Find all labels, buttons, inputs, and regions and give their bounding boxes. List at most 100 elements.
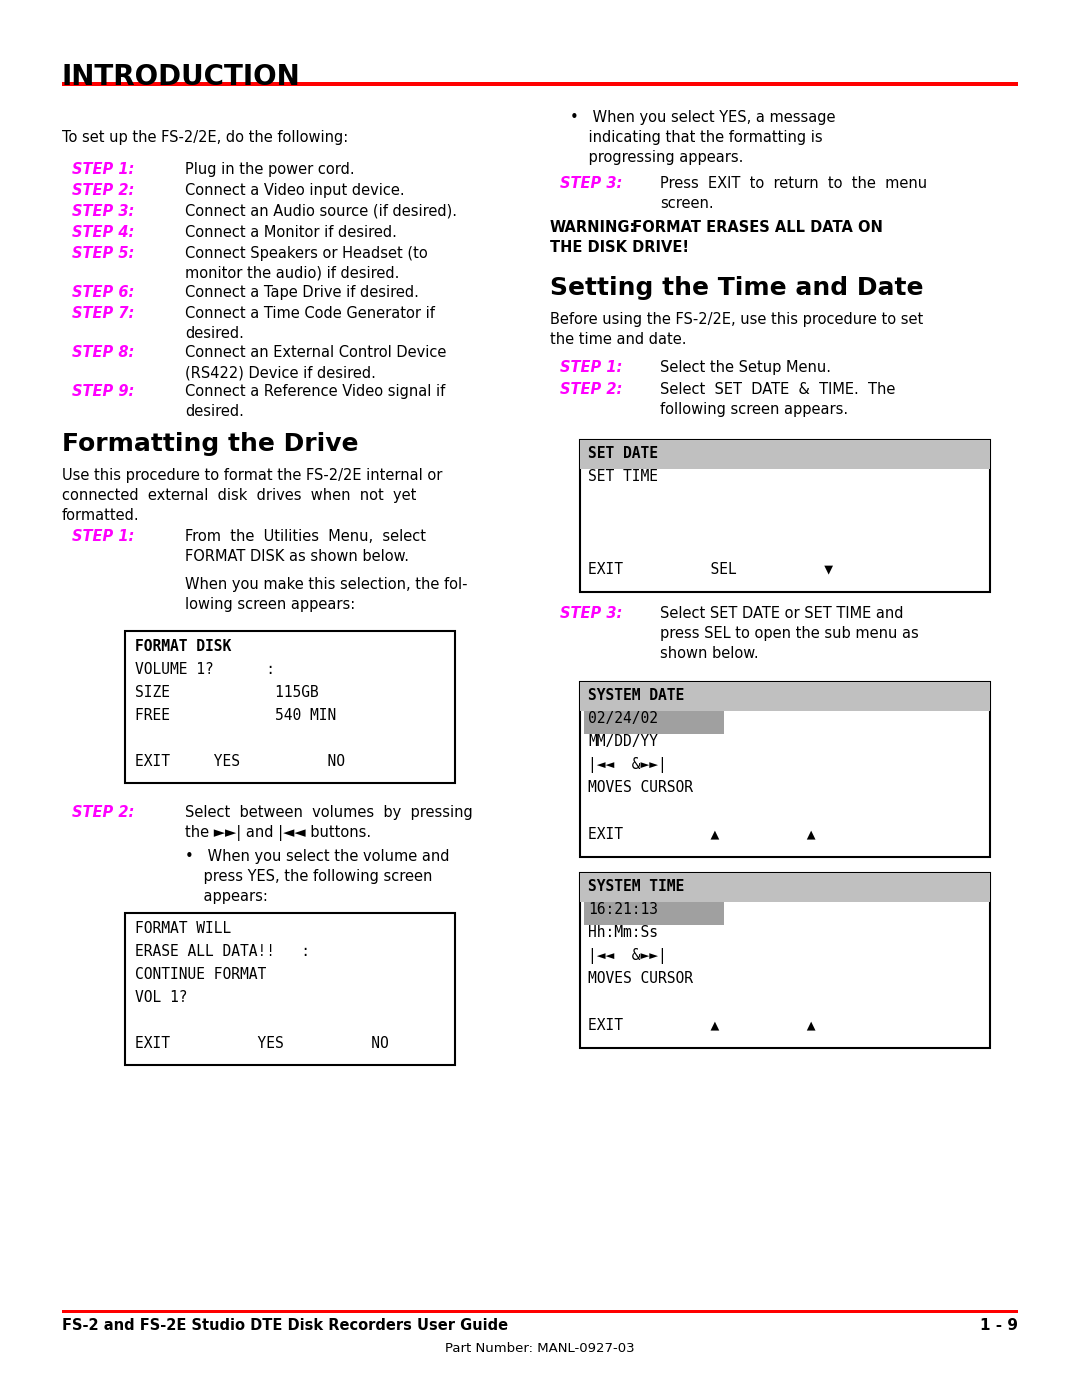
- Text: STEP 1:: STEP 1:: [72, 162, 134, 177]
- Bar: [580, 440, 990, 469]
- Text: STEP 8:: STEP 8:: [72, 345, 134, 360]
- Text: connected  external  disk  drives  when  not  yet: connected external disk drives when not …: [62, 488, 417, 503]
- Text: Select the Setup Menu.: Select the Setup Menu.: [660, 360, 831, 374]
- Bar: [580, 682, 990, 856]
- Text: Part Number: MANL-0927-03: Part Number: MANL-0927-03: [445, 1343, 635, 1355]
- Text: VOLUME 1?      :: VOLUME 1? :: [135, 662, 275, 678]
- Text: Select  between  volumes  by  pressing: Select between volumes by pressing: [185, 805, 473, 820]
- Text: STEP 2:: STEP 2:: [72, 183, 134, 198]
- Text: INTRODUCTION: INTRODUCTION: [62, 63, 300, 91]
- Text: STEP 7:: STEP 7:: [72, 306, 134, 321]
- Text: FREE            540 MIN: FREE 540 MIN: [135, 708, 336, 724]
- Text: indicating that the formatting is: indicating that the formatting is: [570, 130, 823, 145]
- Text: Select  SET  DATE  &  TIME.  The: Select SET DATE & TIME. The: [660, 381, 895, 397]
- Text: •   When you select the volume and: • When you select the volume and: [185, 849, 449, 863]
- Text: Connect a Video input device.: Connect a Video input device.: [185, 183, 405, 198]
- Text: Connect an Audio source (if desired).: Connect an Audio source (if desired).: [185, 204, 457, 219]
- Text: shown below.: shown below.: [660, 645, 758, 661]
- Bar: [62, 1310, 1018, 1313]
- Text: WARNING:: WARNING:: [550, 219, 636, 235]
- Text: STEP 1:: STEP 1:: [72, 529, 134, 543]
- Text: Before using the FS-2/2E, use this procedure to set: Before using the FS-2/2E, use this proce…: [550, 312, 923, 327]
- Text: |◄◄  &►►|: |◄◄ &►►|: [588, 757, 666, 773]
- Text: press SEL to open the sub menu as: press SEL to open the sub menu as: [660, 626, 919, 641]
- Text: MOVES CURSOR: MOVES CURSOR: [588, 971, 693, 986]
- Bar: [580, 873, 990, 902]
- Text: Plug in the power cord.: Plug in the power cord.: [185, 162, 354, 177]
- Text: |◄◄  &►►|: |◄◄ &►►|: [588, 949, 666, 964]
- Text: progressing appears.: progressing appears.: [570, 149, 743, 165]
- Text: STEP 2:: STEP 2:: [72, 805, 134, 820]
- Text: THE DISK DRIVE!: THE DISK DRIVE!: [550, 240, 689, 256]
- Text: the time and date.: the time and date.: [550, 332, 687, 346]
- Bar: [584, 902, 724, 925]
- Text: EXIT          YES          NO: EXIT YES NO: [135, 1037, 389, 1051]
- Text: FORMAT WILL: FORMAT WILL: [135, 921, 231, 936]
- Text: FS-2 and FS-2E Studio DTE Disk Recorders User Guide: FS-2 and FS-2E Studio DTE Disk Recorders…: [62, 1317, 508, 1333]
- Bar: [125, 631, 455, 782]
- Text: formatted.: formatted.: [62, 509, 139, 522]
- Bar: [580, 873, 990, 1048]
- Bar: [580, 682, 990, 711]
- Text: Press  EXIT  to  return  to  the  menu: Press EXIT to return to the menu: [660, 176, 927, 191]
- Text: •   When you select YES, a message: • When you select YES, a message: [570, 110, 836, 124]
- Bar: [580, 440, 990, 592]
- Text: 02/24/02: 02/24/02: [588, 711, 658, 726]
- Text: Setting the Time and Date: Setting the Time and Date: [550, 277, 923, 300]
- Text: desired.: desired.: [185, 404, 244, 419]
- Text: EXIT          ▲          ▲: EXIT ▲ ▲: [588, 826, 815, 841]
- Text: Connect a Monitor if desired.: Connect a Monitor if desired.: [185, 225, 396, 240]
- Text: MOVES CURSOR: MOVES CURSOR: [588, 780, 693, 795]
- Text: (RS422) Device if desired.: (RS422) Device if desired.: [185, 365, 376, 380]
- Text: EXIT     YES          NO: EXIT YES NO: [135, 754, 345, 768]
- Text: SYSTEM DATE: SYSTEM DATE: [588, 687, 685, 703]
- Text: FORMAT ERASES ALL DATA ON: FORMAT ERASES ALL DATA ON: [622, 219, 882, 235]
- Text: SYSTEM TIME: SYSTEM TIME: [588, 879, 685, 894]
- Text: FORMAT DISK as shown below.: FORMAT DISK as shown below.: [185, 549, 409, 564]
- Text: the ►►| and |◄◄ buttons.: the ►►| and |◄◄ buttons.: [185, 826, 372, 841]
- Text: following screen appears.: following screen appears.: [660, 402, 848, 416]
- Text: STEP 3:: STEP 3:: [72, 204, 134, 219]
- Text: STEP 1:: STEP 1:: [561, 360, 622, 374]
- Text: Connect Speakers or Headset (to: Connect Speakers or Headset (to: [185, 246, 428, 261]
- Text: 1 - 9: 1 - 9: [980, 1317, 1018, 1333]
- Text: When you make this selection, the fol-: When you make this selection, the fol-: [185, 577, 468, 592]
- Text: MM/DD/YY: MM/DD/YY: [588, 733, 658, 749]
- Text: press YES, the following screen: press YES, the following screen: [185, 869, 432, 884]
- Text: STEP 4:: STEP 4:: [72, 225, 134, 240]
- Text: Use this procedure to format the FS-2/2E internal or: Use this procedure to format the FS-2/2E…: [62, 468, 443, 483]
- Text: SET TIME: SET TIME: [588, 469, 658, 483]
- Text: FORMAT DISK: FORMAT DISK: [135, 638, 231, 654]
- Text: 16:21:13: 16:21:13: [588, 902, 658, 916]
- Text: STEP 2:: STEP 2:: [561, 381, 622, 397]
- Text: monitor the audio) if desired.: monitor the audio) if desired.: [185, 265, 400, 281]
- Text: lowing screen appears:: lowing screen appears:: [185, 597, 355, 612]
- Text: screen.: screen.: [660, 196, 714, 211]
- Text: Connect a Reference Video signal if: Connect a Reference Video signal if: [185, 384, 445, 400]
- Text: Connect a Time Code Generator if: Connect a Time Code Generator if: [185, 306, 435, 321]
- Text: SET DATE: SET DATE: [588, 446, 658, 461]
- Text: CONTINUE FORMAT: CONTINUE FORMAT: [135, 967, 267, 982]
- Text: desired.: desired.: [185, 326, 244, 341]
- Text: VOL 1?: VOL 1?: [135, 990, 188, 1004]
- Text: To set up the FS-2/2E, do the following:: To set up the FS-2/2E, do the following:: [62, 130, 348, 145]
- Text: STEP 9:: STEP 9:: [72, 384, 134, 400]
- Text: From  the  Utilities  Menu,  select: From the Utilities Menu, select: [185, 529, 426, 543]
- Text: SIZE            115GB: SIZE 115GB: [135, 685, 319, 700]
- Text: Connect an External Control Device: Connect an External Control Device: [185, 345, 446, 360]
- Text: Hh:Mm:Ss: Hh:Mm:Ss: [588, 925, 658, 940]
- Text: STEP 3:: STEP 3:: [561, 606, 622, 622]
- Bar: [584, 711, 724, 733]
- Text: STEP 3:: STEP 3:: [561, 176, 622, 191]
- Text: appears:: appears:: [185, 888, 268, 904]
- Text: ERASE ALL DATA!!   :: ERASE ALL DATA!! :: [135, 944, 310, 958]
- Bar: [125, 914, 455, 1065]
- Text: STEP 6:: STEP 6:: [72, 285, 134, 300]
- Text: EXIT          SEL          ▼: EXIT SEL ▼: [588, 562, 833, 576]
- Text: STEP 5:: STEP 5:: [72, 246, 134, 261]
- Text: EXIT          ▲          ▲: EXIT ▲ ▲: [588, 1017, 815, 1032]
- Text: Select SET DATE or SET TIME and: Select SET DATE or SET TIME and: [660, 606, 904, 622]
- Bar: [62, 82, 1018, 87]
- Text: Connect a Tape Drive if desired.: Connect a Tape Drive if desired.: [185, 285, 419, 300]
- Text: Formatting the Drive: Formatting the Drive: [62, 432, 359, 455]
